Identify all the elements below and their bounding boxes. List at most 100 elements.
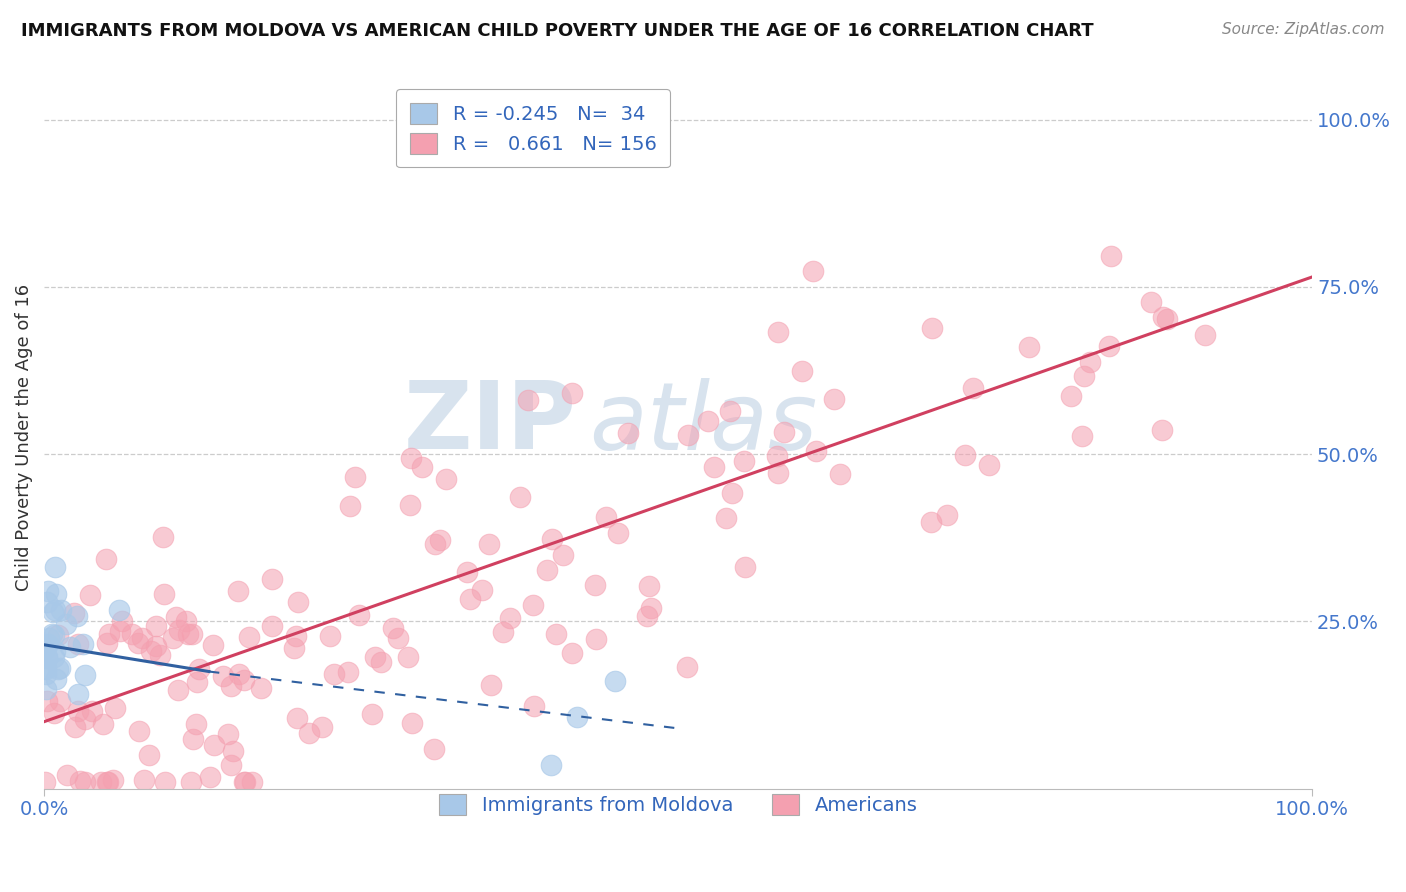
Point (35, 650, 58, 665)
Point (56, 767, 79, 781)
Point (734, 560, 756, 574)
Point (181, 627, 204, 641)
Point (423, 742, 446, 756)
Point (492, 625, 515, 640)
Point (232, 775, 254, 789)
Point (152, 530, 174, 544)
Point (111, 614, 134, 628)
Point (72, 637, 94, 651)
Point (544, 626, 567, 640)
Point (607, 526, 630, 541)
Point (167, 624, 190, 638)
Point (640, 600, 662, 615)
Point (399, 451, 422, 466)
Point (766, 467, 789, 481)
Point (523, 698, 546, 713)
Point (188, 662, 211, 676)
Point (46, 628, 69, 642)
Point (73, 712, 96, 726)
Point (66, 687, 89, 701)
Point (165, 610, 187, 624)
Point (718, 404, 741, 418)
Point (1073, 369, 1095, 384)
Point (35, 639, 58, 653)
Point (238, 630, 260, 644)
Point (174, 614, 197, 628)
Point (232, 673, 254, 687)
Point (803, 264, 825, 278)
Point (62, 606, 84, 620)
Point (921, 320, 943, 334)
Point (183, 731, 205, 746)
Point (773, 425, 796, 439)
Point (38, 631, 60, 645)
Point (221, 758, 243, 772)
Point (49, 603, 72, 617)
Point (177, 627, 200, 641)
Point (1152, 310, 1174, 324)
Point (458, 591, 481, 606)
Point (128, 724, 150, 739)
Point (49, 661, 72, 675)
Point (35, 667, 58, 681)
Point (336, 665, 359, 679)
Point (44, 706, 66, 720)
Point (93, 717, 115, 731)
Point (202, 738, 225, 752)
Point (200, 770, 222, 784)
Point (703, 460, 725, 475)
Point (676, 428, 699, 442)
Point (1098, 339, 1121, 353)
Point (370, 656, 392, 670)
Point (226, 584, 249, 599)
Point (920, 515, 942, 529)
Point (319, 629, 342, 643)
Point (425, 537, 447, 551)
Point (155, 775, 177, 789)
Point (35, 595, 58, 609)
Point (240, 775, 263, 789)
Point (1139, 295, 1161, 310)
Point (262, 618, 284, 632)
Point (536, 564, 558, 578)
Point (46, 662, 69, 676)
Point (766, 325, 789, 339)
Point (349, 607, 371, 622)
Point (1071, 429, 1094, 443)
Point (311, 720, 333, 734)
Point (1194, 327, 1216, 342)
Point (202, 638, 225, 652)
Point (283, 640, 305, 655)
Point (186, 717, 208, 731)
Point (222, 744, 245, 758)
Point (37, 583, 59, 598)
Point (1150, 423, 1173, 437)
Point (217, 727, 239, 741)
Point (595, 509, 617, 524)
Point (42, 605, 65, 619)
Point (516, 392, 538, 407)
Point (721, 485, 744, 500)
Point (399, 498, 422, 512)
Point (804, 443, 827, 458)
Point (323, 666, 346, 681)
Point (101, 773, 124, 788)
Point (141, 644, 163, 658)
Point (249, 681, 271, 696)
Point (636, 609, 658, 624)
Point (34, 642, 56, 657)
Point (108, 603, 131, 617)
Point (790, 364, 813, 378)
Point (401, 716, 423, 731)
Point (381, 621, 404, 635)
Point (42, 628, 65, 642)
Point (603, 674, 626, 689)
Point (962, 381, 984, 395)
Point (149, 648, 172, 662)
Point (35, 662, 58, 676)
Point (551, 548, 574, 562)
Y-axis label: Child Poverty Under the Age of 16: Child Poverty Under the Age of 16 (15, 284, 32, 591)
Point (387, 631, 409, 645)
Point (69, 773, 91, 788)
Text: Source: ZipAtlas.com: Source: ZipAtlas.com (1222, 22, 1385, 37)
